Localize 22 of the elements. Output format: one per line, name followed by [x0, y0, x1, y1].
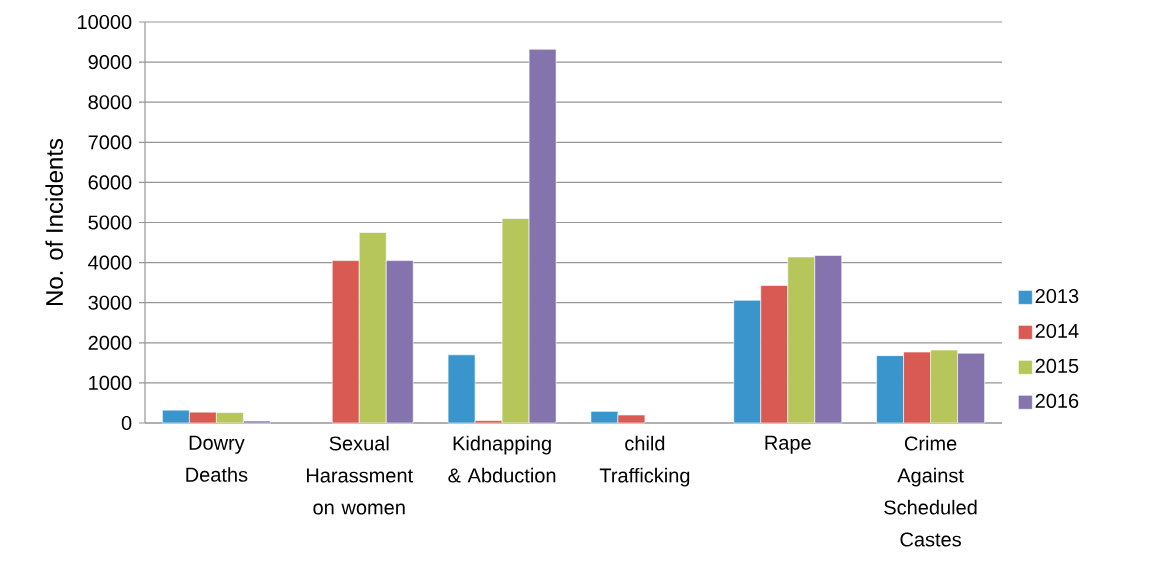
y-tick-label: 1000 [89, 375, 132, 390]
y-axis-title: No. of Incidents [45, 138, 63, 306]
x-tick-label: Crime Against Scheduled Castes [884, 435, 977, 547]
x-tick-label: Kidnapping & Abduction [448, 435, 556, 483]
y-tick-label: 0 [121, 415, 132, 431]
y-tick-label: 3000 [88, 295, 132, 310]
y-tick-label: 10000 [78, 14, 132, 30]
x-tick-label: child Trafficking [599, 435, 690, 487]
y-tick-label: 8000 [88, 95, 132, 110]
y-tick-label: 5000 [88, 215, 132, 230]
y-tick-label: 4000 [88, 255, 132, 270]
x-tick-label: Dowry Deaths [186, 435, 248, 482]
legend-label: 2014 [1035, 323, 1079, 339]
y-tick-label: 2000 [88, 335, 132, 350]
legend-label: 2016 [1035, 393, 1079, 408]
legend-label: 2015 [1035, 358, 1079, 373]
x-tick-label: Sexual Harassment on women [306, 435, 413, 515]
x-tick-label: Rape [765, 435, 811, 454]
y-tick-label: 9000 [88, 55, 132, 70]
y-tick-label: 6000 [88, 175, 132, 190]
legend-label: 2013 [1035, 288, 1079, 304]
y-tick-label: 7000 [88, 135, 132, 150]
